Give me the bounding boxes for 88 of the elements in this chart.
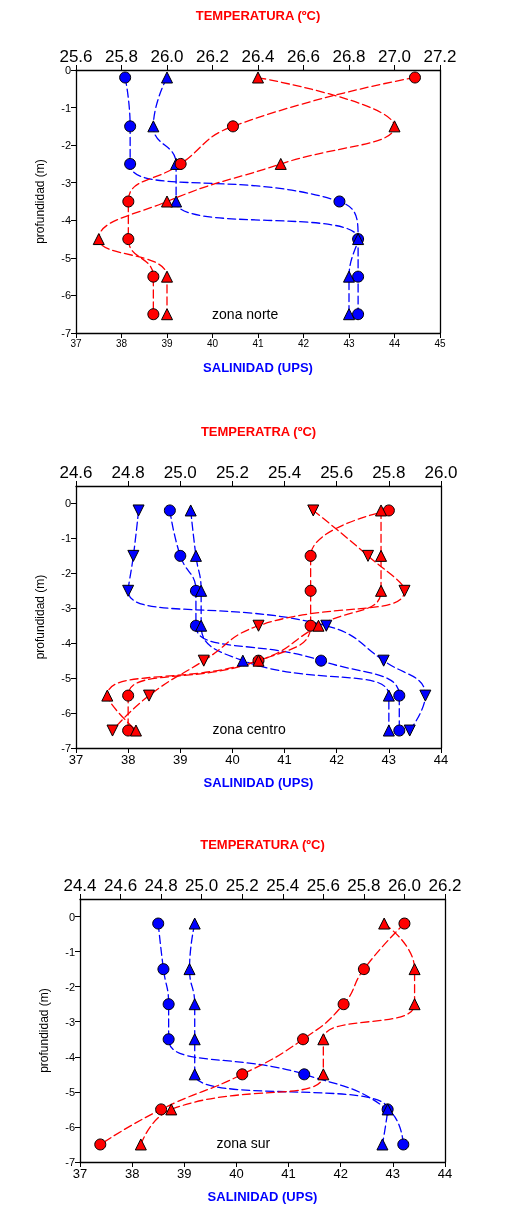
- y-tick-label: -3: [61, 176, 71, 189]
- y-tick-label: -6: [61, 289, 71, 302]
- y-tick-label: -7: [61, 742, 71, 754]
- x2-tick-label: 25.4: [268, 463, 302, 482]
- x-tick-label: 41: [277, 752, 292, 767]
- annotation: zona centro: [212, 720, 286, 737]
- x-tick-label: 42: [329, 752, 344, 767]
- y-tick-label: -2: [61, 139, 71, 152]
- x-tick-label: 43: [381, 752, 397, 767]
- x-tick-label: 40: [225, 752, 240, 767]
- x2-tick-label: 27.2: [423, 47, 457, 66]
- x-axis-title: SALINIDAD (UPS): [203, 360, 313, 375]
- x-tick-label: 37: [72, 1166, 88, 1181]
- x2-tick-label: 25.4: [266, 876, 300, 895]
- x2-tick-label: 24.6: [104, 876, 138, 895]
- x2-tick-label: 25.8: [104, 47, 139, 66]
- x2-tick-label: 25.8: [347, 876, 381, 895]
- y-tick-label: -4: [65, 1050, 75, 1063]
- x-tick-label: 44: [433, 752, 449, 767]
- y-tick-label: 0: [64, 64, 71, 76]
- x-tick-label: 38: [124, 1166, 140, 1181]
- x2-tick-label: 27.0: [377, 47, 412, 66]
- y-tick-label: -4: [61, 214, 71, 227]
- y-axis-title: profundidad (m): [33, 159, 47, 244]
- x2-tick-label: 26.6: [286, 47, 321, 66]
- x2-axis-title: TEMPERATRA (ºC): [200, 424, 317, 439]
- x-tick-label: 42: [297, 337, 310, 349]
- x-tick-label: 39: [173, 752, 188, 767]
- annotation: zona sur: [216, 1134, 271, 1151]
- x2-tick-label: 25.6: [306, 876, 340, 895]
- y-axis-title: profundidad (m): [37, 988, 51, 1073]
- x-axis-title: SALINIDAD (UPS): [203, 775, 314, 790]
- x-tick-label: 43: [343, 337, 355, 349]
- x2-tick-label: 24.8: [111, 463, 145, 482]
- y-tick-label: -5: [61, 251, 71, 264]
- x2-tick-label: 25.2: [215, 463, 249, 482]
- y-tick-label: -1: [65, 945, 75, 958]
- y-tick-label: -1: [61, 532, 71, 545]
- y-tick-label: 0: [68, 910, 75, 923]
- x2-tick-label: 25.8: [372, 463, 406, 482]
- x2-axis-title: TEMPERATURA (ºC): [195, 8, 321, 23]
- x-tick-label: 41: [252, 337, 264, 349]
- y-tick-label: -2: [65, 980, 75, 993]
- x-tick-label: 43: [385, 1166, 401, 1181]
- y-tick-label: -7: [65, 1156, 75, 1168]
- y-tick-label: 0: [64, 497, 71, 510]
- x2-tick-label: 25.2: [225, 876, 259, 895]
- x2-tick-label: 26.0: [150, 47, 184, 66]
- x-tick-label: 38: [115, 337, 128, 349]
- x-tick-label: 37: [68, 752, 84, 767]
- y-tick-label: -7: [61, 327, 71, 339]
- x-tick-label: 41: [281, 1166, 296, 1181]
- x-tick-label: 39: [161, 337, 173, 349]
- x2-tick-label: 24.4: [63, 876, 97, 895]
- x2-tick-label: 25.6: [59, 47, 93, 66]
- x-tick-label: 38: [120, 752, 136, 767]
- y-tick-label: -6: [65, 1120, 75, 1133]
- x2-tick-label: 26.2: [428, 876, 462, 895]
- x-tick-label: 44: [437, 1166, 453, 1181]
- x2-axis-title: TEMPERATURA (ºC): [200, 837, 325, 852]
- y-tick-label: -5: [61, 672, 71, 685]
- x-tick-label: 42: [333, 1166, 348, 1181]
- y-tick-label: -6: [61, 707, 71, 720]
- x2-tick-label: 25.0: [185, 876, 219, 895]
- x2-tick-label: 24.6: [59, 463, 93, 482]
- x2-tick-label: 26.2: [195, 47, 230, 66]
- annotation: zona norte: [212, 305, 279, 322]
- x2-tick-label: 24.8: [144, 876, 178, 895]
- x-tick-label: 44: [388, 337, 401, 349]
- x2-tick-label: 26.0: [424, 463, 458, 482]
- x-tick-label: 40: [229, 1166, 244, 1181]
- y-tick-label: -3: [61, 602, 71, 615]
- x-tick-label: 40: [206, 337, 219, 349]
- x2-tick-label: 26.4: [241, 47, 275, 66]
- y-axis-title: profundidad (m): [33, 574, 47, 660]
- y-tick-label: -4: [61, 637, 71, 650]
- y-tick-label: -3: [65, 1015, 75, 1028]
- x2-tick-label: 26.0: [387, 876, 421, 895]
- y-tick-label: -1: [61, 101, 71, 114]
- y-tick-label: -2: [61, 567, 71, 580]
- x-tick-label: 39: [177, 1166, 192, 1181]
- x-axis-title: SALINIDAD (UPS): [207, 1189, 318, 1204]
- x2-tick-label: 25.0: [163, 463, 197, 482]
- y-tick-label: -5: [65, 1085, 75, 1098]
- x2-tick-label: 26.8: [332, 47, 366, 66]
- x-tick-label: 37: [70, 337, 82, 349]
- x2-tick-label: 25.6: [320, 463, 354, 482]
- x-tick-label: 45: [434, 337, 446, 349]
